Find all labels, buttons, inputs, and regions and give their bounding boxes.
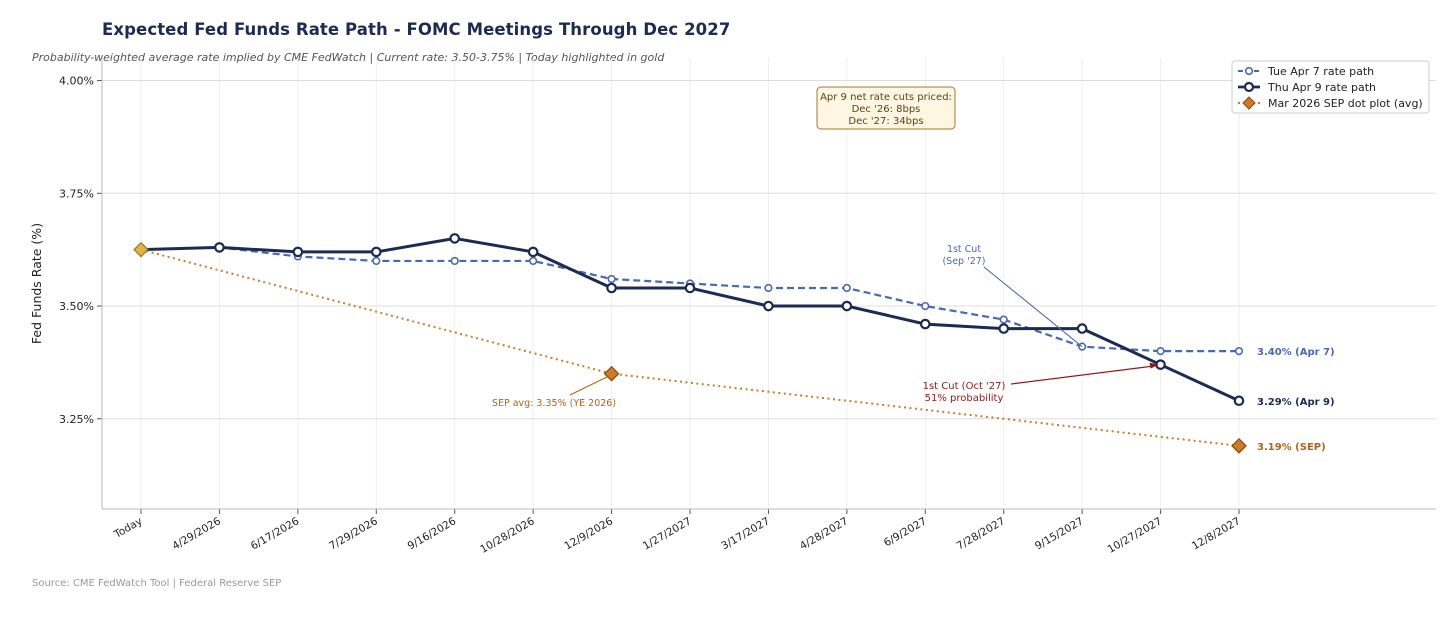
source-note: Source: CME FedWatch Tool | Federal Rese…	[32, 578, 282, 589]
apr7-point	[764, 283, 773, 293]
first-cut-apr7-arrow	[983, 266, 1083, 348]
sep-point	[603, 365, 620, 382]
x-tick-label: 1/27/2027	[641, 515, 694, 552]
apr9-point	[449, 233, 461, 244]
legend-entry-apr7: Tue Apr 7 rate path	[1267, 65, 1374, 78]
y-tick-label: 3.75%	[59, 187, 94, 200]
first-cut-apr9-label: 51% probability	[925, 393, 1004, 404]
x-tick-label: 9/15/2027	[1033, 515, 1086, 552]
apr7-point	[999, 315, 1008, 324]
x-tick-label: 12/9/2026	[562, 515, 615, 552]
x-tick-label: 6/17/2026	[249, 515, 302, 552]
x-tick-label: 7/29/2026	[327, 515, 380, 552]
first-cut-apr9-arrow	[1010, 365, 1157, 385]
sep-point	[1231, 438, 1247, 454]
legend-marker-apr9	[1243, 81, 1255, 93]
grid: Today 4/29/2026 6/17/2026 7/29/2026 9/16/202…	[59, 58, 1436, 556]
sep-avg-arrow	[569, 376, 608, 396]
apr9-point	[919, 318, 931, 330]
cuts-priced-box	[816, 86, 956, 130]
sep-line	[140, 248, 1240, 447]
x-tick-label: 4/29/2026	[170, 515, 223, 552]
cuts-priced-line: Dec '26: 8bps	[852, 104, 921, 115]
apr9-point	[1076, 323, 1088, 334]
series	[133, 233, 1247, 454]
apr9-point	[527, 246, 539, 258]
apr9-point	[292, 246, 304, 258]
y-tick-label: 3.25%	[59, 413, 94, 426]
y-axis-label: Fed Funds Rate (%)	[29, 223, 44, 344]
today-marker	[133, 241, 149, 258]
apr9-end-label: 3.29% (Apr 9)	[1257, 397, 1335, 408]
legend-entry-sep: Mar 2026 SEP dot plot (avg)	[1268, 97, 1423, 110]
cuts-priced-line: Dec '27: 34bps	[848, 116, 923, 127]
x-tick-label: 6/9/2027	[882, 515, 929, 549]
x-tick-label: 9/16/2026	[406, 515, 459, 552]
sep-end-label: 3.19% (SEP)	[1257, 442, 1326, 453]
apr7-point	[842, 283, 851, 293]
y-tick-label: 4.00%	[59, 75, 94, 88]
legend-entry-apr9: Thu Apr 9 rate path	[1267, 81, 1376, 94]
apr9-point	[684, 282, 696, 294]
first-cut-apr7-label: 1st Cut	[947, 244, 981, 255]
apr9-point	[214, 242, 225, 253]
chart-subtitle: Probability-weighted average rate implie…	[32, 51, 665, 64]
axes: Fed Funds Rate (%)	[29, 58, 1436, 510]
apr9-point	[841, 300, 853, 312]
apr7-end-label: 3.40% (Apr 7)	[1257, 347, 1335, 358]
legend-box	[1231, 60, 1430, 114]
sep-avg-label: SEP avg: 3.35% (YE 2026)	[492, 398, 616, 409]
x-tick-label: 10/27/2027	[1106, 515, 1164, 556]
apr7-point	[1156, 347, 1165, 356]
apr9-point	[998, 323, 1010, 334]
apr7-point	[921, 301, 930, 311]
x-tick-label: 4/28/2027	[798, 515, 851, 552]
apr9-point	[370, 246, 382, 258]
apr9-point	[1233, 395, 1245, 407]
apr9-point	[763, 300, 774, 312]
first-cut-apr9-label: 1st Cut (Oct '27)	[923, 381, 1006, 392]
legend[interactable]: Tue Apr 7 rate path Thu Apr 9 rate path Ma…	[1231, 60, 1430, 114]
apr7-point	[372, 256, 381, 266]
legend-marker-apr7	[1244, 66, 1254, 76]
x-tick-label: 3/17/2027	[719, 515, 772, 552]
x-tick-label: 12/8/2027	[1190, 515, 1243, 552]
apr7-point	[1234, 347, 1244, 356]
legend-marker-sep	[1242, 96, 1256, 110]
apr7-point	[529, 256, 538, 266]
annotations: 3.40% (Apr 7) 3.29% (Apr 9) 3.19% (SEP) Apr…	[492, 86, 1335, 453]
chart-title: Expected Fed Funds Rate Path - FOMC Meet…	[102, 20, 731, 39]
x-tick-label: Today	[111, 515, 144, 541]
cuts-priced-line: Apr 9 net rate cuts priced:	[820, 92, 952, 103]
x-tick-label: 10/28/2026	[478, 515, 537, 556]
x-tick-label: 7/28/2027	[955, 515, 1008, 552]
y-tick-label: 3.50%	[59, 300, 94, 313]
apr7-point	[607, 274, 616, 284]
first-cut-apr7-label: (Sep '27)	[942, 256, 985, 267]
first-cut-apr9-arrowhead	[1149, 362, 1159, 369]
apr7-point	[450, 256, 459, 266]
apr9-point	[606, 282, 617, 294]
